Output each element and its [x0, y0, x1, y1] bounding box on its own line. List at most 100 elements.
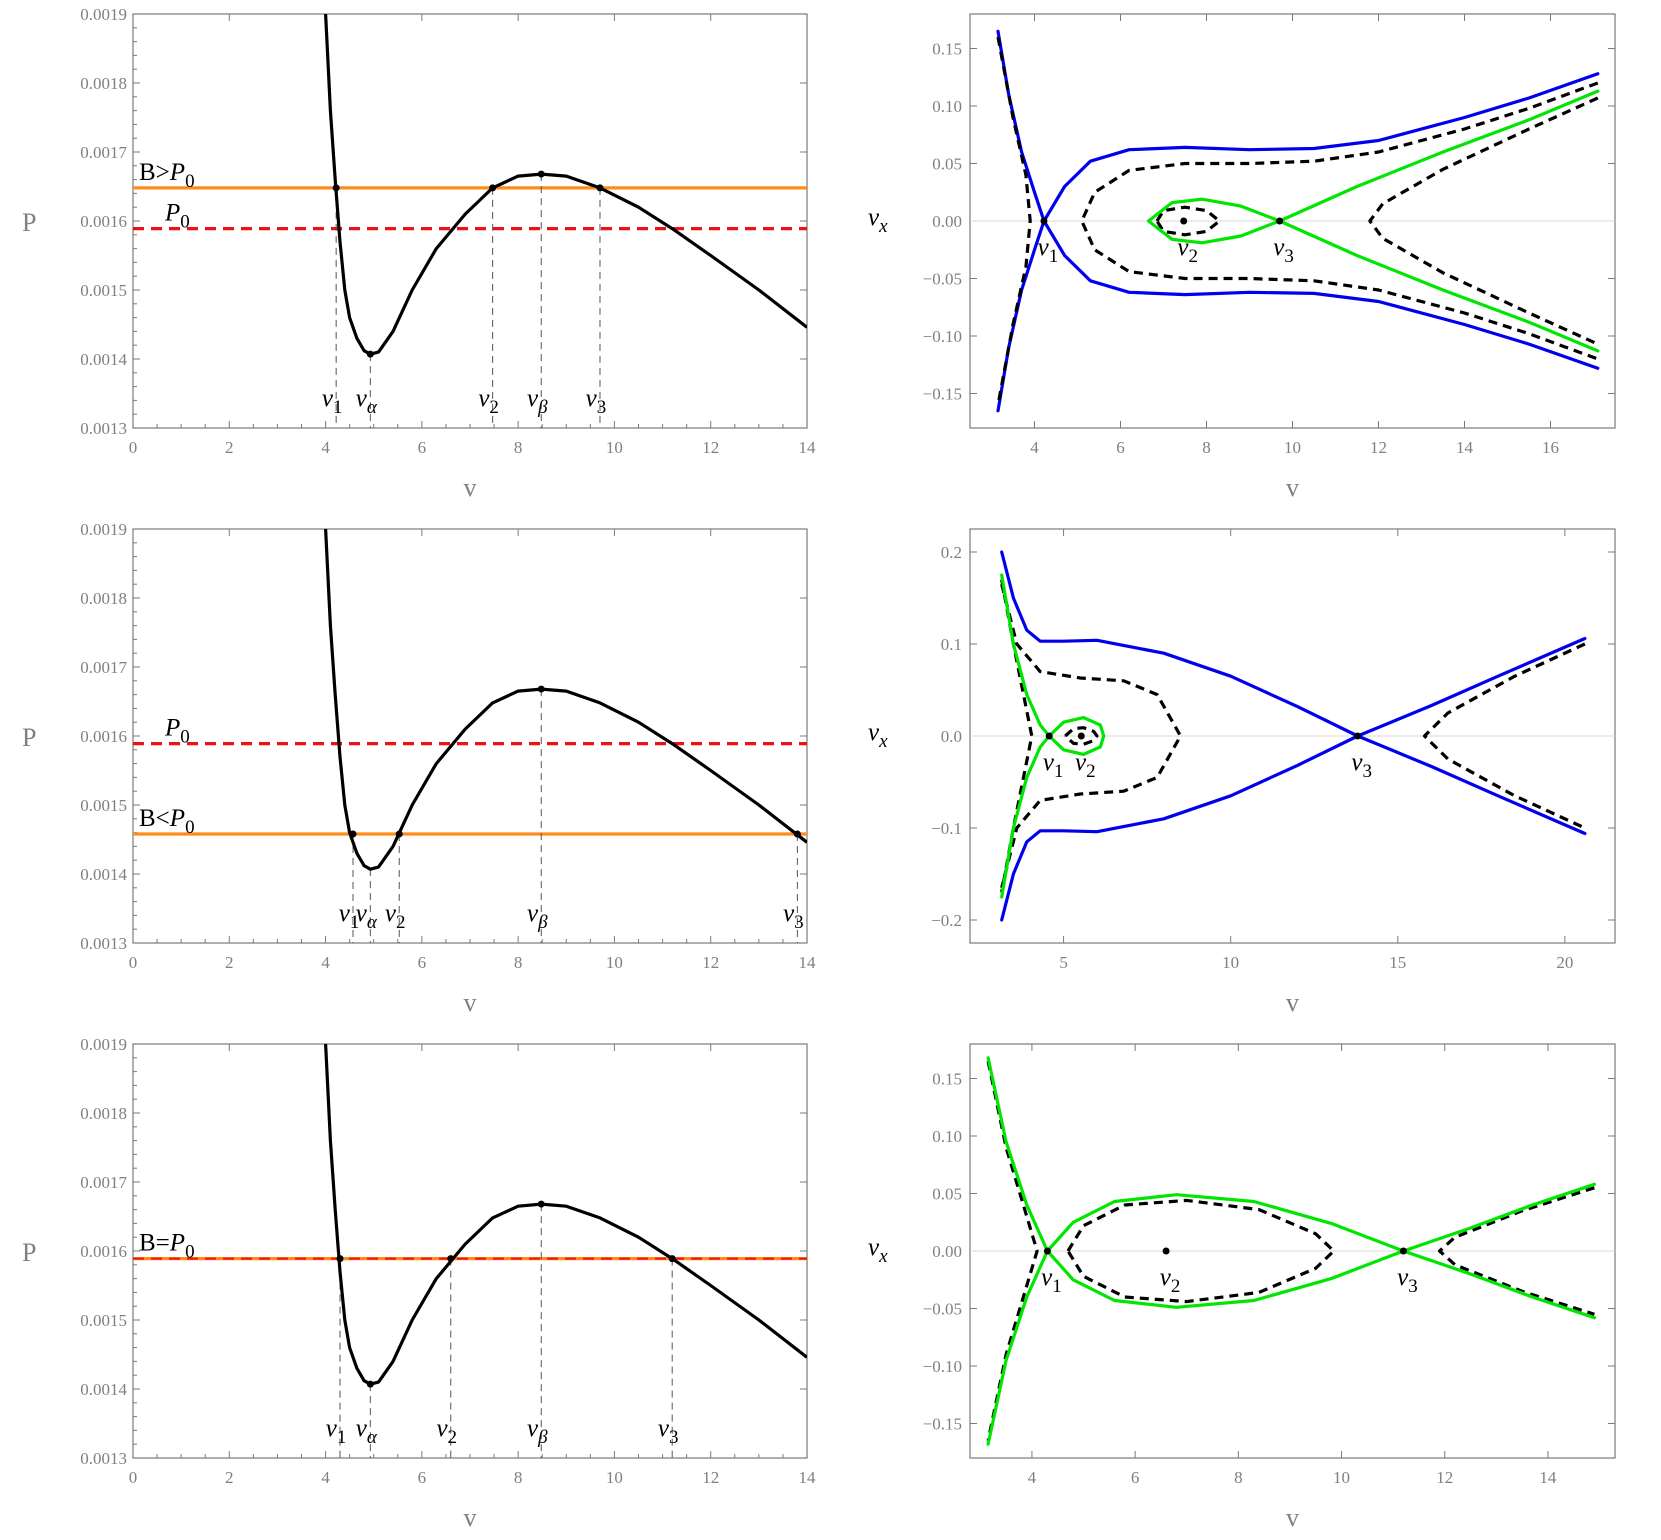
- mark-label-3: v3: [783, 900, 804, 933]
- y-tick-label: −0.15: [923, 1415, 962, 1434]
- x-tick-label: 10: [606, 953, 623, 972]
- isotherm-curve: [324, 1044, 807, 1386]
- y-tick-label: 0.05: [932, 1185, 962, 1204]
- fixed-point-1: [1045, 732, 1053, 740]
- trajectory-green-loop: [1047, 716, 1106, 756]
- trajectory-black-right: [1438, 1186, 1595, 1316]
- y-tick-label: 0.0014: [80, 865, 127, 884]
- trajectory-blue-right-lower: [1356, 734, 1587, 836]
- x-axis-label: v: [464, 1503, 477, 1532]
- mark-label-2: v2: [436, 1415, 457, 1448]
- x-axis-label: v: [464, 473, 477, 502]
- x-tick-label: 0: [129, 1468, 138, 1487]
- isotherm-curve: [324, 14, 807, 356]
- y-tick-label: 0.00: [932, 212, 962, 231]
- y-axis-label: vx: [868, 719, 888, 752]
- plot-frame: [132, 1043, 808, 1459]
- point-2: [489, 184, 497, 192]
- mark-label-α: vα: [356, 385, 378, 418]
- mark-label-1: v1: [326, 1415, 347, 1448]
- p0-line-label: P0: [164, 200, 190, 233]
- x-tick-label: 10: [1333, 1468, 1350, 1487]
- y-tick-label: 0.0016: [80, 727, 127, 746]
- plot-area: [996, 29, 1600, 413]
- x-axis-label: v: [464, 988, 477, 1017]
- y-axis-label: P: [22, 208, 36, 237]
- x-axis-label: v: [1286, 988, 1299, 1017]
- x-tick-label: 8: [514, 953, 523, 972]
- x-tick-label: 4: [1028, 1468, 1037, 1487]
- point-α: [366, 350, 374, 358]
- x-tick-label: 12: [702, 438, 719, 457]
- y-tick-label: 0.0014: [80, 1380, 127, 1399]
- b-line-label: B=P0: [139, 1230, 195, 1263]
- trajectory-green-right: [1278, 89, 1600, 223]
- x-tick-label: 14: [799, 438, 817, 457]
- mark-label-2: v2: [478, 385, 499, 418]
- mark-label-2: v2: [385, 900, 406, 933]
- trajectory-blue-upper: [996, 29, 1046, 223]
- point-3: [668, 1255, 676, 1263]
- y-tick-label: 0.0013: [80, 419, 127, 438]
- fixed-point-label-1: v1: [1043, 749, 1064, 782]
- y-tick-label: 0.0014: [80, 350, 127, 369]
- trajectory-green-upper: [1045, 1182, 1596, 1253]
- panel-bottom-left: 0 2 4 6 8 10 12 14 0.0013 0.0014 0.0015 0.0016 0.001…: [22, 1035, 816, 1532]
- fixed-point-label-2: v2: [1177, 234, 1198, 267]
- x-tick-label: 12: [702, 1468, 719, 1487]
- y-tick-label: 0.0018: [80, 589, 127, 608]
- trajectory-black-right: [1368, 96, 1599, 346]
- fixed-point-2: [1180, 217, 1188, 225]
- mark-label-3: v3: [658, 1415, 679, 1448]
- mark-label-α: vα: [356, 900, 378, 933]
- x-tick-label: 6: [1131, 1468, 1140, 1487]
- fixed-point-3: [1354, 732, 1362, 740]
- p0-line-label: P0: [164, 715, 190, 748]
- x-tick-label: 0: [129, 438, 138, 457]
- y-tick-label: 0.0019: [80, 5, 127, 24]
- x-tick-label: 16: [1542, 438, 1559, 457]
- trajectory-blue-right-upper: [1042, 72, 1600, 223]
- y-tick-label: 0.0019: [80, 520, 127, 539]
- trajectory-blue-right-lower: [1042, 219, 1600, 370]
- x-tick-label: 8: [1202, 438, 1211, 457]
- trajectory-green-left-lower: [986, 1249, 1049, 1446]
- panel-bottom-right: 4 6 8 10 12 14 −0.15 −0.10 −0.05 0.00 0.05 0.10 0.15…: [868, 1043, 1616, 1532]
- b-line-label: B>P0: [139, 159, 195, 192]
- x-tick-label: 10: [1222, 953, 1239, 972]
- y-tick-label: 0.0019: [80, 1035, 127, 1054]
- x-tick-label: 12: [702, 953, 719, 972]
- fixed-point-label-2: v2: [1075, 749, 1096, 782]
- y-tick-label: 0.0: [941, 727, 962, 746]
- fixed-point-label-3: v3: [1273, 234, 1294, 267]
- mark-label-β: vβ: [527, 1415, 548, 1448]
- trajectory-black-left: [986, 1060, 1039, 1442]
- x-tick-label: 8: [1234, 1468, 1243, 1487]
- x-tick-label: 5: [1059, 953, 1068, 972]
- fixed-point-label-1: v1: [1041, 1264, 1062, 1297]
- mark-label-β: vβ: [527, 385, 548, 418]
- mark-label-1: v1: [339, 900, 360, 933]
- y-axis-label: P: [22, 1238, 36, 1267]
- y-tick-label: −0.10: [923, 327, 962, 346]
- fixed-point-label-2: v2: [1160, 1264, 1181, 1297]
- y-tick-label: −0.2: [931, 911, 962, 930]
- x-tick-label: 2: [225, 953, 234, 972]
- y-tick-label: 0.15: [932, 40, 962, 59]
- y-axis-label: vx: [868, 204, 888, 237]
- point-1: [349, 830, 357, 838]
- point-β: [537, 685, 545, 693]
- fixed-point-3: [1399, 1247, 1407, 1255]
- panel-middle-right: 5 10 15 20 −0.2 −0.1 0.0 0.1 0.2 v vx v1 v2 v3: [868, 528, 1616, 1017]
- plot-frame: [132, 13, 808, 429]
- y-tick-label: 0.0017: [80, 658, 127, 677]
- x-tick-label: 8: [514, 438, 523, 457]
- x-tick-label: 4: [1030, 438, 1039, 457]
- x-tick-label: 10: [1284, 438, 1301, 457]
- panel-top-left: 0 2 4 6 8 10 12 14 0.0013 0.0014 0.0015 0.0016 0.001…: [22, 5, 816, 502]
- plot-frame: [132, 528, 808, 944]
- trajectory-blue-right-upper: [1356, 636, 1587, 738]
- mark-label-α: vα: [356, 1415, 378, 1448]
- x-tick-label: 14: [799, 953, 817, 972]
